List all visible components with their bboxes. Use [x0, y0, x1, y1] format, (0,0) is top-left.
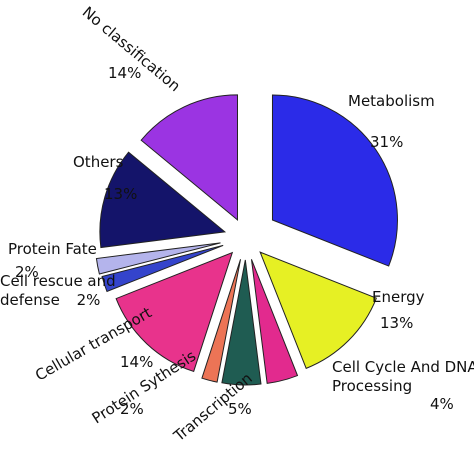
pie-slice — [250, 259, 299, 384]
slice-label: Metabolism — [348, 92, 435, 110]
slice-label: Others — [73, 153, 124, 171]
slice-label: Protein Fate — [8, 240, 97, 258]
slice-label: Cell rescue and defense — [0, 272, 116, 309]
slice-percent: 13% — [380, 314, 414, 332]
pie-slice — [201, 259, 242, 383]
pie-slice — [271, 94, 398, 267]
pie-slice — [140, 94, 238, 221]
pie-slice — [221, 259, 262, 386]
slice-percent: 5% — [228, 400, 252, 418]
slice-label-group: Cell rescue and defense 2% — [0, 272, 135, 310]
pie-slice — [99, 151, 227, 249]
slice-percent: 2% — [120, 400, 144, 418]
slice-percent: 31% — [370, 133, 404, 151]
slice-label: Cell Cycle And DNA Processing — [332, 358, 474, 395]
pie-slice — [115, 251, 234, 373]
slice-percent: 14% — [120, 353, 154, 371]
pie-slice — [95, 242, 221, 275]
slice-percent: 2% — [76, 290, 101, 309]
slice-percent: 13% — [104, 185, 138, 203]
slice-percent: 14% — [108, 64, 142, 82]
pie-slice — [259, 251, 378, 370]
slice-percent: 2% — [15, 263, 39, 281]
pie-slice — [101, 244, 224, 293]
slice-percent: 4% — [430, 395, 454, 413]
slice-label: Energy — [372, 288, 425, 306]
